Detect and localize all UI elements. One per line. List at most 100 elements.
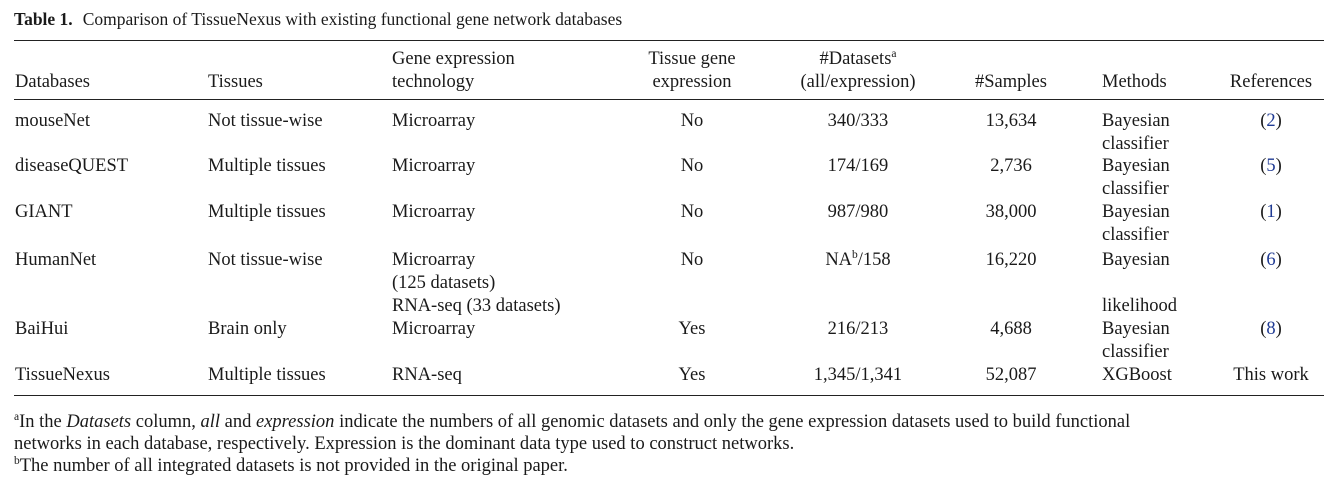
cell-database: mouseNet bbox=[15, 111, 91, 131]
cell-database: diseaseQUEST bbox=[15, 156, 129, 176]
header-datasets-line2: (all/expression) bbox=[800, 72, 916, 92]
cell-samples: 2,736 bbox=[990, 156, 1032, 176]
cell-reference: (6) bbox=[1218, 249, 1324, 272]
cell-method-line1: Bayesian bbox=[1102, 156, 1170, 176]
header-tech-line2: technology bbox=[392, 72, 475, 92]
cell-datasets: NAb/158 bbox=[780, 249, 936, 274]
cell-tissue-expression: No bbox=[680, 111, 704, 131]
cell-datasets: 1,345/1,341 bbox=[813, 365, 903, 385]
cell-method-line1: Bayesian bbox=[1102, 111, 1170, 131]
ref-paren-close: ) bbox=[1275, 202, 1282, 222]
reference-link[interactable]: 8 bbox=[1266, 319, 1276, 339]
footnote-mark-a: a bbox=[891, 48, 897, 60]
footnote-a-italic: Datasets bbox=[66, 412, 132, 432]
reference-link[interactable]: 6 bbox=[1266, 250, 1276, 270]
footnote-a-italic: expression bbox=[256, 412, 335, 432]
cell-datasets: 987/980 bbox=[827, 202, 889, 222]
cell-reference: (8) bbox=[1218, 318, 1324, 341]
cell-database: TissueNexus bbox=[15, 365, 110, 385]
ref-paren-open: ( bbox=[1260, 319, 1267, 339]
cell-reference: (2) bbox=[1218, 110, 1324, 133]
cell-tissues: Brain only bbox=[208, 319, 287, 339]
cell-tissue-expression: No bbox=[680, 156, 704, 176]
cell-reference: (5) bbox=[1218, 155, 1324, 178]
header-databases: Databases bbox=[15, 72, 90, 92]
cell-samples: 38,000 bbox=[985, 202, 1037, 222]
footnote-a-mark: a bbox=[14, 411, 20, 423]
reference-link[interactable]: 2 bbox=[1266, 111, 1276, 131]
cell-method-line1: Bayesian bbox=[1102, 319, 1170, 339]
cell-datasets: 174/169 bbox=[827, 156, 889, 176]
ref-paren-close: ) bbox=[1275, 319, 1282, 339]
cell-database: HumanNet bbox=[15, 250, 97, 270]
table-caption: Table 1. Comparison of TissueNexus with e… bbox=[14, 8, 622, 30]
datasets-na: NA bbox=[825, 250, 853, 270]
cell-technology: Microarray bbox=[392, 202, 476, 222]
cell-method-line2: classifier bbox=[1102, 342, 1169, 362]
ref-paren-open: ( bbox=[1260, 111, 1267, 131]
cell-datasets: 216/213 bbox=[827, 319, 889, 339]
footnote-b-text: The number of all integrated datasets is… bbox=[19, 456, 568, 476]
datasets-expression: /158 bbox=[857, 250, 891, 270]
footnote-a-text: and bbox=[220, 412, 256, 432]
cell-datasets: 340/333 bbox=[827, 111, 889, 131]
top-rule bbox=[14, 40, 1324, 42]
footnote-a-text: column, bbox=[131, 412, 201, 432]
cell-method-line1: Bayesian bbox=[1102, 202, 1170, 222]
cell-database: GIANT bbox=[15, 202, 73, 222]
cell-technology: Microarray bbox=[392, 319, 476, 339]
ref-paren-close: ) bbox=[1275, 156, 1282, 176]
cell-method-line2: classifier bbox=[1102, 134, 1169, 154]
ref-paren-close: ) bbox=[1275, 111, 1282, 131]
cell-tissue-expression: Yes bbox=[678, 365, 706, 385]
reference-link[interactable]: 1 bbox=[1266, 202, 1276, 222]
footnote-a-line2: networks in each database, respectively.… bbox=[14, 434, 795, 454]
reference-link[interactable]: 5 bbox=[1266, 156, 1276, 176]
footnote-a-text: In the bbox=[19, 412, 67, 432]
header-tech-line1: Gene expression bbox=[392, 49, 515, 69]
bottom-rule bbox=[14, 395, 1324, 397]
cell-tissues: Multiple tissues bbox=[208, 202, 326, 222]
cell-technology-line1: Microarray bbox=[392, 250, 476, 270]
header-methods: Methods bbox=[1102, 72, 1167, 92]
footnote-a-text: indicate the numbers of all genomic data… bbox=[334, 412, 1131, 432]
cell-method-line3: likelihood bbox=[1102, 296, 1178, 316]
cell-method-line2: classifier bbox=[1102, 225, 1169, 245]
table-label: Table 1. bbox=[14, 9, 73, 29]
cell-technology: RNA-seq bbox=[392, 365, 462, 385]
footnote-b-mark: b bbox=[14, 455, 20, 467]
header-datasets-line1: #Datasetsa bbox=[780, 48, 936, 73]
footnote-a: aIn the Datasets column, all and express… bbox=[14, 411, 1130, 435]
cell-technology: Microarray bbox=[392, 156, 476, 176]
cell-reference: (1) bbox=[1218, 201, 1324, 224]
cell-samples: 13,634 bbox=[985, 111, 1037, 131]
cell-method-line1: Bayesian bbox=[1102, 250, 1170, 270]
header-tissue-expr-line2: expression bbox=[652, 72, 732, 92]
footnote-a-italic: all bbox=[200, 412, 221, 432]
cell-tissue-expression: No bbox=[680, 250, 704, 270]
table-title: Comparison of TissueNexus with existing … bbox=[82, 9, 623, 29]
cell-method-line2: classifier bbox=[1102, 179, 1169, 199]
cell-tissues: Not tissue-wise bbox=[208, 111, 323, 131]
cell-technology-line3: RNA-seq (33 datasets) bbox=[392, 296, 561, 316]
cell-samples: 16,220 bbox=[985, 250, 1037, 270]
header-tissues: Tissues bbox=[208, 72, 263, 92]
cell-samples: 52,087 bbox=[985, 365, 1037, 385]
cell-technology: Microarray bbox=[392, 111, 476, 131]
header-rule bbox=[14, 99, 1324, 100]
cell-tissue-expression: Yes bbox=[678, 319, 706, 339]
ref-paren-open: ( bbox=[1260, 156, 1267, 176]
ref-paren-open: ( bbox=[1260, 250, 1267, 270]
cell-reference: This work bbox=[1233, 365, 1309, 385]
header-datasets-text: #Datasets bbox=[819, 49, 892, 69]
header-references: References bbox=[1229, 72, 1313, 92]
cell-tissues: Not tissue-wise bbox=[208, 250, 323, 270]
ref-paren-close: ) bbox=[1275, 250, 1282, 270]
cell-method-line1: XGBoost bbox=[1102, 365, 1172, 385]
cell-tissues: Multiple tissues bbox=[208, 365, 326, 385]
cell-technology-line2: (125 datasets) bbox=[392, 273, 496, 293]
footnote-mark-b: b bbox=[852, 249, 858, 261]
cell-tissue-expression: No bbox=[680, 202, 704, 222]
header-tissue-expr-line1: Tissue gene bbox=[648, 49, 736, 69]
footnote-b: bThe number of all integrated datasets i… bbox=[14, 455, 568, 479]
